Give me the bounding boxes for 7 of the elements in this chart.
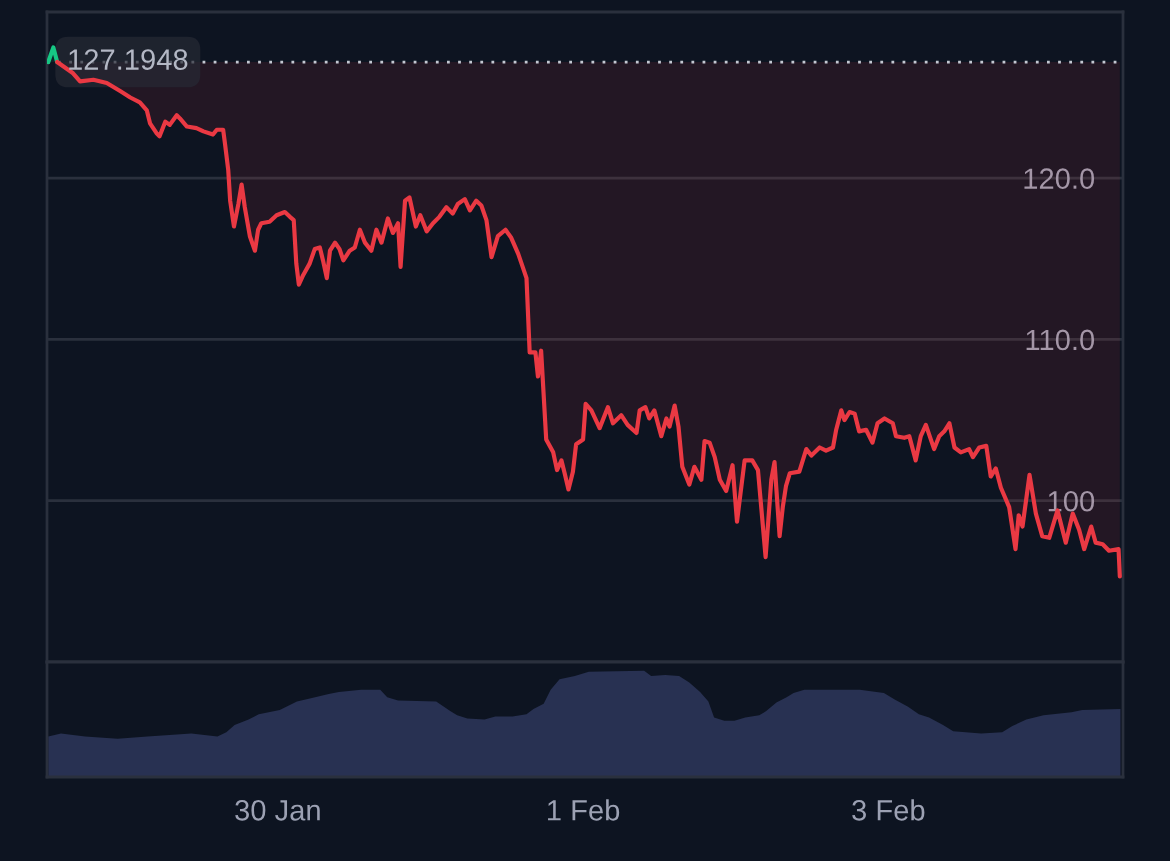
y-tick-label: 120.0 — [1024, 168, 1095, 189]
x-tick-label: 1 Feb — [548, 799, 620, 821]
y-tick-label: 110.0 — [1026, 329, 1095, 351]
x-tick-label: 30 Jan — [235, 799, 320, 821]
x-tick-label: 3 Feb — [852, 799, 925, 821]
ref-line-label: 127.1948 — [69, 49, 188, 70]
y-tick-label: 100 — [1048, 490, 1095, 512]
